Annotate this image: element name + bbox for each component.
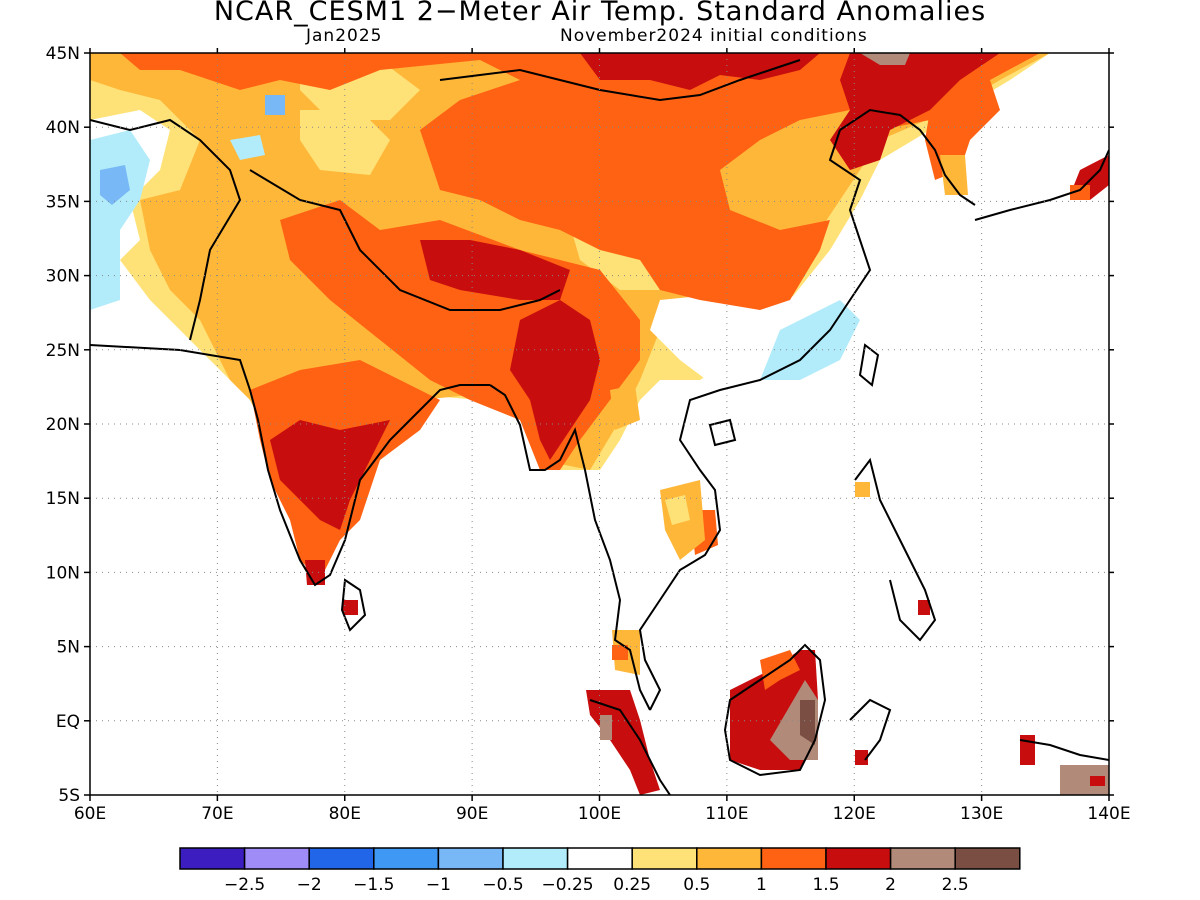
shade-1p5-mindanao	[918, 600, 930, 615]
initial-conditions: November2024 initial conditions	[560, 26, 868, 46]
map-title: NCAR_CESM1 2−Meter Air Temp. Standard An…	[213, 0, 987, 27]
latitude-label: 15N	[46, 489, 80, 509]
shade-1p5-srilanka	[343, 600, 358, 615]
shade-1p5-india-tip	[305, 560, 325, 585]
colorbar-label: −1	[426, 875, 451, 895]
coastline-japan	[974, 149, 1109, 221]
latitude-labels: 45N 40N 35N 30N 25N 20N 15N 10N 5N EQ 5S	[46, 44, 80, 806]
colorbar-label: −0.5	[482, 875, 523, 895]
shade-2p0-newguinea	[1060, 765, 1109, 795]
latitude-label: 5N	[56, 638, 80, 658]
longitude-label: 100E	[578, 804, 621, 824]
border-mongolia	[439, 59, 801, 102]
cool-patch-tajik	[230, 135, 265, 160]
shade-0p5-korea	[940, 155, 968, 195]
shade-1p5-india-south	[270, 420, 390, 530]
shade-1p5-myanmar	[510, 300, 600, 460]
shade-1p0-north	[120, 53, 1040, 310]
coastline-indochina	[638, 129, 872, 711]
colorbar-swatch	[373, 847, 440, 870]
latitude-label: EQ	[56, 712, 80, 732]
latitude-label: 30N	[46, 267, 80, 287]
gridlines	[90, 53, 1109, 795]
latitude-label: 25N	[46, 341, 80, 361]
coastline-hainan	[708, 418, 737, 447]
cool-patch-kyrgyz	[265, 95, 285, 115]
anomaly-field	[90, 53, 1109, 795]
shade-1p5-northeast	[830, 53, 1000, 170]
coastline-taiwan	[858, 343, 880, 387]
shade-2p5-borneo	[800, 700, 815, 745]
colorbar-label: 1.5	[812, 875, 839, 895]
longitude-label: 110E	[705, 804, 748, 824]
coastline-sulawesi	[849, 698, 892, 761]
colorbar-label: 1	[756, 875, 767, 895]
shade-1p5-sulawesi	[855, 750, 868, 765]
colorbar-label: 2	[885, 875, 896, 895]
latitude-label: 40N	[46, 118, 80, 138]
longitude-labels: 60E 70E 80E 90E 100E 110E 120E 130E 140E	[74, 804, 1131, 824]
colorbar-label: −1.5	[353, 875, 394, 895]
latitude-label: 35N	[46, 192, 80, 212]
cool-patch-afghanistan	[100, 165, 130, 205]
shade-1p5-tibet	[420, 240, 570, 300]
coastline-india	[90, 344, 490, 587]
longitude-label: 70E	[201, 804, 233, 824]
colorbar-label: 0.25	[613, 875, 651, 895]
shade-0p25-cambodia	[665, 495, 690, 525]
latitude-label: 5S	[58, 786, 80, 806]
coastline-philippines	[854, 457, 937, 642]
colorbar-swatch	[437, 847, 504, 870]
colorbar-swatch	[889, 847, 956, 870]
longitude-label: 60E	[74, 804, 106, 824]
colorbar-label: −0.25	[542, 875, 594, 895]
coastline-borneo	[723, 643, 827, 777]
longitude-label: 80E	[329, 804, 361, 824]
colorbar-label: −2.5	[224, 875, 265, 895]
border-central-asia	[90, 118, 242, 341]
coastline-sumatra	[589, 699, 671, 795]
colorbar-swatch	[825, 847, 892, 870]
shade-2p0-sumatra	[600, 715, 612, 740]
longitude-label: 120E	[833, 804, 876, 824]
axis-ticks	[84, 48, 1114, 801]
neutral-patch-tibet-west	[300, 110, 390, 175]
coastlines	[90, 59, 1109, 795]
shade-1p0-laos	[610, 385, 640, 430]
colorbar-swatch	[566, 847, 633, 870]
colorbar-swatch	[502, 847, 569, 870]
coastline-newguinea	[1019, 739, 1109, 761]
longitude-label: 90E	[456, 804, 488, 824]
shade-1p0-malaya2	[612, 645, 628, 660]
shade-1p5-japan-orange	[1070, 185, 1090, 200]
latitude-label: 10N	[46, 563, 80, 583]
colorbar-swatch	[631, 847, 698, 870]
colorbar-label: −2	[297, 875, 322, 895]
coastline-srilanka	[340, 578, 367, 632]
colorbar-swatch	[308, 847, 375, 870]
latitude-label: 45N	[46, 44, 80, 64]
longitude-label: 140E	[1087, 804, 1130, 824]
colorbar-label: 0.5	[683, 875, 710, 895]
colorbar-labels: −2.5 −2 −1.5 −1 −0.5 −0.25 0.25 0.5 1 1.5 2 2.5	[224, 875, 969, 895]
coastline-bohai	[839, 108, 976, 206]
colorbar-label: 2.5	[942, 875, 969, 895]
latitude-label: 20N	[46, 415, 80, 435]
colorbar-swatch	[179, 847, 246, 870]
colorbar-swatch	[954, 847, 1021, 870]
longitude-label: 130E	[960, 804, 1003, 824]
colorbar-swatch	[760, 847, 827, 870]
shade-2p0-mongolia	[860, 53, 910, 65]
colorbar-swatch	[243, 847, 310, 870]
forecast-month: Jan2025	[306, 26, 383, 46]
colorbar-swatch	[696, 847, 763, 870]
shade-1p5-north	[580, 53, 820, 90]
cool-patch-taiwan	[760, 300, 860, 380]
shade-0p5-luzon	[855, 482, 870, 497]
shade-1p5-newguinea	[1090, 776, 1105, 786]
border-himalaya	[249, 169, 561, 311]
colorbar	[179, 847, 1021, 870]
